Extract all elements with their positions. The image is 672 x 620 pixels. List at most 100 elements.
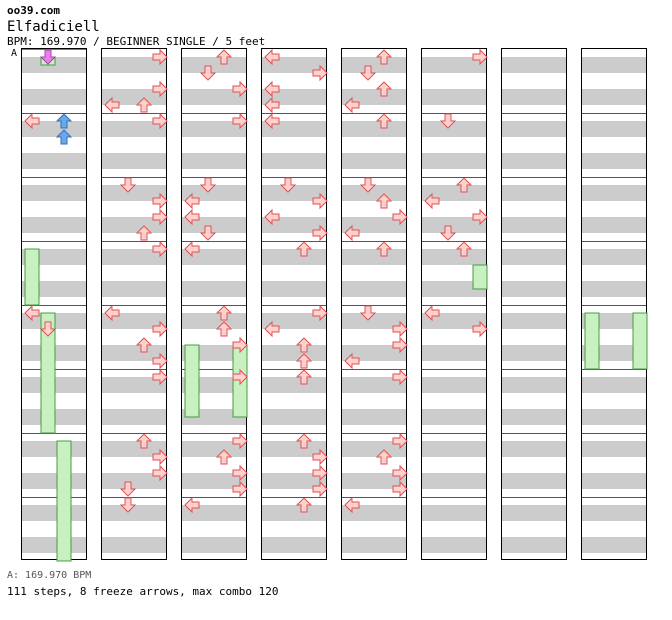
chart-column [341, 48, 408, 560]
arrow-right-icon [152, 464, 168, 482]
beat-band [582, 121, 646, 137]
measure-line [22, 305, 86, 306]
arrow-left-icon [424, 304, 440, 322]
beat-band [182, 473, 246, 489]
arrow-down-icon [119, 177, 137, 193]
chart-info: BPM: 169.970 / BEGINNER SINGLE / 5 feet [7, 35, 266, 48]
measure-line [182, 497, 246, 498]
beat-band [422, 505, 486, 521]
measure-line [262, 113, 326, 114]
measure-line [102, 241, 166, 242]
arrow-right-icon [152, 112, 168, 130]
arrow-down-icon [279, 177, 297, 193]
beat-band [422, 89, 486, 105]
beat-band [342, 537, 406, 553]
beat-band [422, 121, 486, 137]
arrow-right-icon [472, 320, 488, 338]
beat-band [342, 217, 406, 233]
beat-band [182, 249, 246, 265]
arrow-right-icon [312, 64, 328, 82]
arrow-left-icon [344, 496, 360, 514]
beat-band [582, 441, 646, 457]
beat-band [262, 473, 326, 489]
arrow-left-icon [424, 192, 440, 210]
beat-band [502, 345, 566, 361]
beat-band [182, 57, 246, 73]
beat-band [502, 313, 566, 329]
measure-line [22, 113, 86, 114]
arrow-up-icon [295, 369, 313, 385]
beat-band [182, 313, 246, 329]
arrow-up-icon [135, 97, 153, 113]
arrow-down-icon [439, 113, 457, 129]
measure-line [342, 433, 406, 434]
song-title: Elfadiciell [7, 19, 100, 35]
site-name: oo39.com [7, 4, 60, 17]
bpm-marker-label: A [11, 48, 18, 59]
arrow-down-icon [39, 49, 57, 65]
arrow-right-icon [152, 448, 168, 466]
beat-band [342, 345, 406, 361]
note-layer [344, 49, 408, 514]
measure-line [182, 113, 246, 114]
arrow-right-icon [232, 480, 248, 498]
beat-band [422, 377, 486, 393]
arrow-up-icon [375, 113, 393, 129]
measure-line [182, 305, 246, 306]
beat-band [422, 313, 486, 329]
chart-column [421, 48, 488, 560]
arrow-up-icon [215, 449, 233, 465]
beat-band [422, 409, 486, 425]
beat-band [342, 377, 406, 393]
arrow-right-icon [152, 80, 168, 98]
measure-line [22, 177, 86, 178]
arrow-right-icon [232, 80, 248, 98]
beat-band [102, 441, 166, 457]
measure-line [22, 241, 86, 242]
arrow-up-icon [295, 353, 313, 369]
measure-line [582, 241, 646, 242]
beat-band [342, 441, 406, 457]
arrow-down-icon [39, 321, 57, 337]
beat-band [582, 377, 646, 393]
beat-band [582, 153, 646, 169]
beat-band [262, 185, 326, 201]
arrow-right-icon [152, 192, 168, 210]
arrow-left-icon [104, 304, 120, 322]
measure-line [262, 433, 326, 434]
beat-band [182, 505, 246, 521]
arrow-down-icon [119, 497, 137, 513]
arrow-right-icon [392, 480, 408, 498]
measure-line [102, 433, 166, 434]
measure-line [422, 113, 486, 114]
arrow-right-icon [392, 432, 408, 450]
beat-band [342, 281, 406, 297]
measure-line [342, 497, 406, 498]
freeze-arrow [56, 440, 72, 562]
arrow-right-icon [312, 224, 328, 242]
beat-band [422, 345, 486, 361]
beat-band [102, 153, 166, 169]
beat-band [342, 57, 406, 73]
measure-line [582, 305, 646, 306]
beat-band [262, 505, 326, 521]
beat-band [502, 377, 566, 393]
beat-band [182, 217, 246, 233]
measure-line [502, 241, 566, 242]
beat-band [502, 473, 566, 489]
arrow-right-icon [312, 464, 328, 482]
beat-band [342, 185, 406, 201]
measure-line [502, 433, 566, 434]
measure-line [182, 433, 246, 434]
measure-line [262, 497, 326, 498]
beat-band [102, 249, 166, 265]
arrow-left-icon [264, 208, 280, 226]
freeze-arrow [632, 312, 648, 370]
measure-line [582, 433, 646, 434]
beat-band [102, 345, 166, 361]
measure-line [262, 369, 326, 370]
beat-band [582, 89, 646, 105]
beat-band [502, 153, 566, 169]
measure-line [422, 177, 486, 178]
chart-column [21, 48, 87, 562]
